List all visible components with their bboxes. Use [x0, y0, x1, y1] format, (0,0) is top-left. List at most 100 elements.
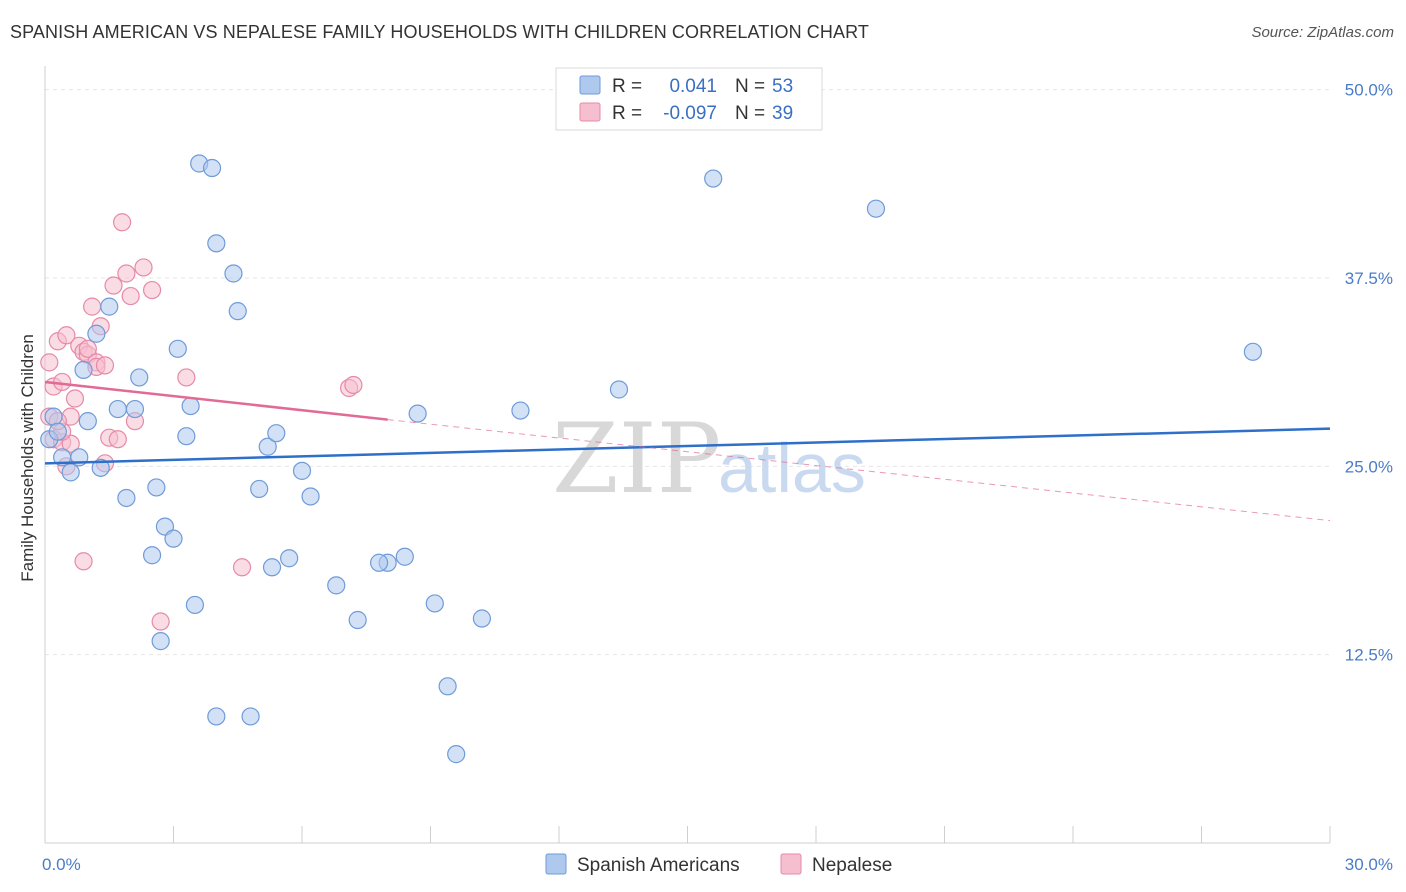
spanish-american-point-12	[117, 488, 136, 508]
legend-r-value-blue: 0.041	[669, 76, 717, 97]
spanish-american-point-20	[168, 339, 187, 358]
spanish-american-point-2	[48, 422, 67, 441]
nepalese-point-13	[74, 552, 93, 571]
legend-r-label-pink: R =	[612, 103, 642, 124]
legend-r-label-blue: R =	[612, 76, 642, 97]
spanish-american-point-50	[1243, 342, 1263, 361]
spanish-american-point-40	[395, 547, 414, 566]
bottom-legend-swatch-blue	[545, 853, 567, 875]
x-tick-label-0: 0.0%	[42, 855, 81, 874]
bottom-legend-swatch-pink	[780, 853, 802, 875]
y-tick-label-2: 37.5%	[1345, 269, 1393, 288]
spanish-american-point-32	[262, 558, 282, 577]
spanish-american-point-35	[292, 461, 312, 480]
bottom-legend-label-spanish: Spanish Americans	[577, 855, 740, 876]
nepalese-point-29	[134, 258, 153, 277]
spanish-american-point-45	[472, 609, 491, 628]
spanish-american-point-22	[181, 396, 200, 416]
nepalese-point-30	[142, 280, 162, 300]
spanish-american-point-26	[207, 234, 226, 253]
legend-n-value-blue: 53	[772, 76, 793, 97]
nepalese-point-23	[104, 276, 123, 295]
spanish-american-point-1	[44, 407, 63, 426]
spanish-american-point-11	[108, 399, 127, 419]
series-legend: Spanish Americans Nepalese	[545, 853, 892, 876]
spanish-american-point-28	[224, 264, 243, 283]
stats-legend: R = 0.041 N = 53 R = -0.097 N = 39	[555, 67, 823, 131]
spanish-american-point-15	[142, 546, 162, 565]
spanish-american-point-29	[228, 302, 247, 321]
spanish-american-point-16	[147, 478, 166, 497]
spanish-american-point-44	[447, 745, 466, 764]
axes	[44, 66, 1331, 844]
y-tick-labels: 12.5% 25.0% 37.5% 50.0%	[1345, 81, 1393, 665]
y-tick-label-3: 50.0%	[1345, 81, 1393, 100]
legend-swatch-blue	[579, 75, 601, 95]
spanish-american-point-51	[241, 707, 260, 726]
spanish-american-point-43	[438, 677, 457, 696]
nepalese-point-37	[95, 356, 115, 375]
chart-title: SPANISH AMERICAN VS NEPALESE FAMILY HOUS…	[10, 22, 869, 42]
spanish-american-point-8	[87, 324, 106, 343]
spanish-american-point-34	[280, 549, 299, 568]
nepalese-trend-line	[44, 380, 388, 421]
trend-lines	[44, 380, 1331, 522]
spanish-american-point-46	[511, 401, 530, 420]
nepalese-point-31	[151, 612, 170, 631]
spanish-american-point-13	[125, 399, 145, 419]
spanish-american-point-48	[704, 169, 723, 188]
spanish-american-point-21	[177, 427, 196, 446]
spanish-american-point-49	[866, 199, 886, 218]
spanish-american-point-38	[348, 610, 367, 630]
nepalese-point-32	[177, 368, 196, 387]
nepalese-point-16	[78, 339, 97, 358]
spanish-american-point-9	[91, 458, 110, 477]
nepalese-trend-line-extension	[387, 419, 1331, 522]
legend-n-label-blue: N =	[735, 76, 765, 97]
source-label: Source: ZipAtlas.com	[1251, 24, 1394, 41]
spanish-american-point-27	[207, 707, 226, 726]
spanish-american-point-52	[370, 553, 389, 572]
nepalese-point-7	[57, 326, 76, 345]
spanish-american-point-37	[327, 576, 346, 595]
legend-swatch-pink	[579, 102, 601, 122]
x-tick-labels: 0.0% 30.0%	[42, 855, 1393, 874]
y-tick-label-1: 25.0%	[1345, 457, 1393, 476]
nepalese-point-25	[112, 213, 132, 232]
nepalese-point-0	[40, 353, 59, 372]
spanish-american-points	[40, 154, 1263, 764]
spanish-american-point-42	[425, 594, 444, 613]
nepalese-point-24	[108, 430, 127, 449]
nepalese-point-26	[117, 264, 136, 283]
x-tick-label-1: 30.0%	[1345, 855, 1393, 874]
y-tick-label-0: 12.5%	[1345, 646, 1393, 665]
spanish-american-point-31	[258, 437, 277, 456]
spanish-american-point-7	[78, 412, 97, 431]
bottom-legend-label-nepalese: Nepalese	[812, 855, 892, 876]
spanish-american-point-33	[267, 424, 286, 443]
spanish-american-point-14	[130, 368, 149, 387]
spanish-american-point-25	[202, 158, 222, 178]
watermark-zip: ZIP	[552, 403, 721, 515]
spanish-american-point-6	[74, 360, 93, 380]
nepalese-point-35	[344, 375, 363, 395]
spanish-american-point-47	[609, 380, 629, 399]
spanish-american-point-23	[185, 595, 205, 615]
spanish-american-point-4	[61, 463, 80, 482]
nepalese-point-11	[65, 389, 85, 408]
spanish-american-point-36	[301, 487, 320, 506]
spanish-american-point-30	[250, 479, 269, 499]
spanish-american-point-10	[100, 297, 119, 316]
legend-n-value-pink: 39	[772, 103, 793, 124]
spanish-american-point-17	[151, 632, 170, 651]
spanish-american-trend-line	[44, 427, 1331, 465]
spanish-american-point-41	[408, 404, 427, 423]
nepalese-point-27	[121, 286, 140, 306]
legend-n-label-pink: N =	[735, 103, 765, 124]
nepalese-point-17	[83, 297, 102, 316]
nepalese-point-33	[232, 558, 252, 577]
legend-r-value-pink: -0.097	[663, 103, 717, 124]
watermark: ZIP atlas	[552, 403, 866, 515]
spanish-american-point-19	[164, 529, 183, 548]
